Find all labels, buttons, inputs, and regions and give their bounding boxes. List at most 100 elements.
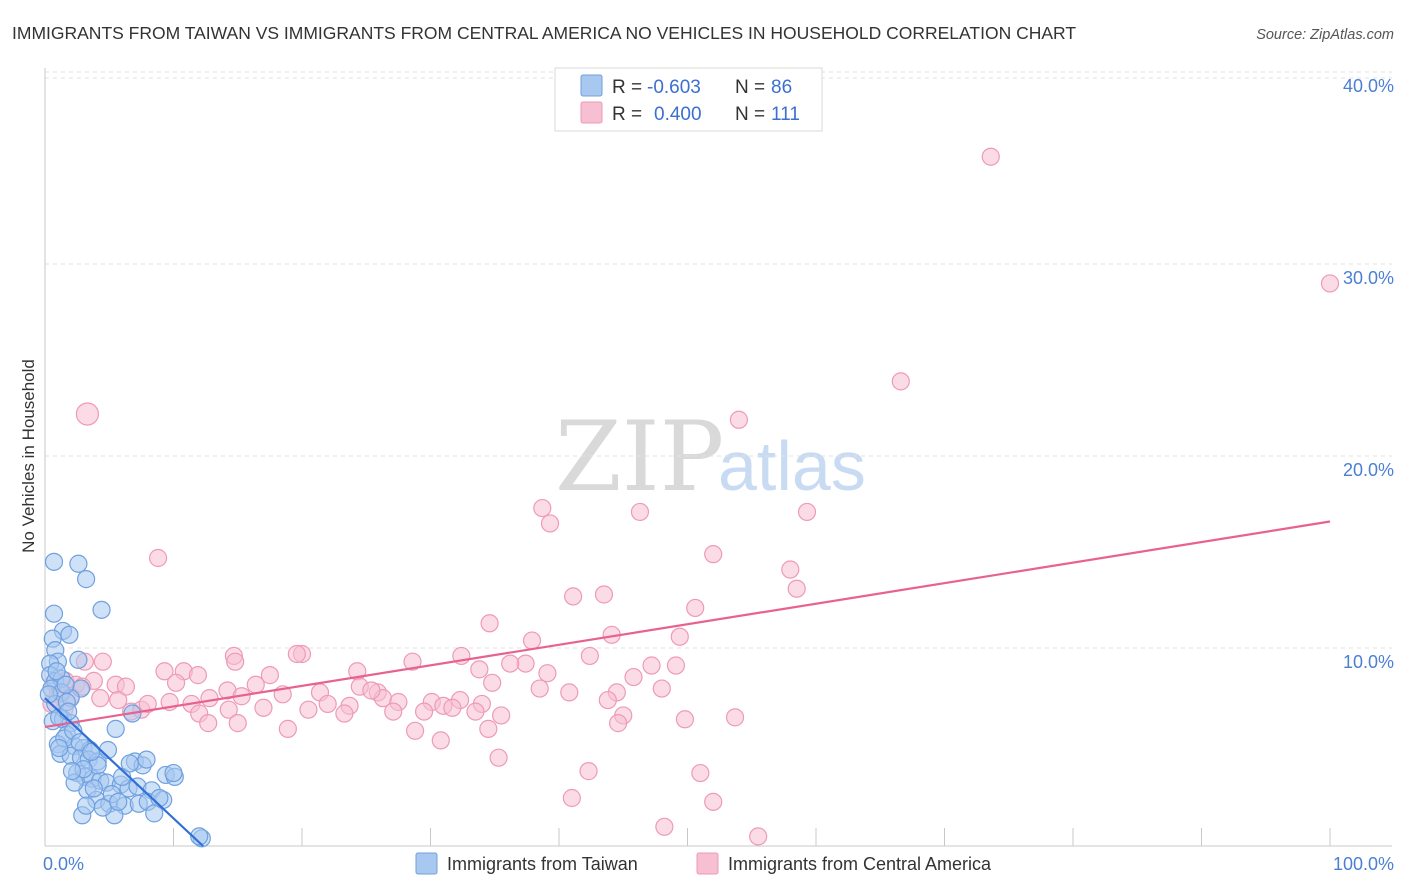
point-taiwan <box>77 570 96 589</box>
legend-r-value-central-america: 0.400 <box>654 104 702 125</box>
point-taiwan <box>120 754 139 773</box>
point-central-america <box>530 679 549 698</box>
series-taiwan <box>39 552 211 848</box>
bottom-legend-swatch-taiwan <box>415 852 438 875</box>
point-taiwan <box>69 650 88 669</box>
point-central-america <box>93 652 112 671</box>
y-tick-labels: 10.0% 20.0% 30.0% 40.0% <box>1343 76 1394 672</box>
x-tick-label-min: 0.0% <box>43 854 84 874</box>
point-taiwan <box>50 738 69 758</box>
point-central-america <box>704 545 723 564</box>
point-central-america <box>109 690 128 710</box>
y-tick-label: 20.0% <box>1343 460 1394 480</box>
trendline-taiwan <box>44 697 204 847</box>
point-taiwan <box>60 625 79 644</box>
point-central-america <box>781 560 800 579</box>
point-central-america <box>652 679 671 698</box>
point-central-america <box>246 675 265 694</box>
y-tick-label: 30.0% <box>1343 268 1394 288</box>
point-central-america <box>492 706 511 725</box>
bottom-legend-label-central-america: Immigrants from Central America <box>728 854 992 874</box>
trendline-central-america <box>44 520 1331 729</box>
legend-n-value-taiwan: 86 <box>771 77 792 98</box>
point-central-america <box>384 702 403 721</box>
point-central-america <box>188 666 208 685</box>
chart-source: Source: ZipAtlas.com <box>1256 27 1394 43</box>
point-central-america <box>1320 274 1340 293</box>
point-central-america <box>598 690 617 710</box>
point-taiwan <box>44 552 64 571</box>
point-central-america <box>579 762 598 781</box>
point-central-america <box>200 689 219 708</box>
point-central-america <box>522 631 542 650</box>
point-central-america <box>199 714 218 733</box>
point-central-america <box>228 714 247 733</box>
point-taiwan <box>62 762 82 781</box>
point-central-america <box>254 698 273 717</box>
point-central-america <box>691 763 710 783</box>
point-central-america <box>655 817 674 836</box>
x-tick-labels: 0.0% 100.0% <box>43 854 1394 874</box>
axes <box>44 68 1392 847</box>
point-central-america <box>299 700 318 719</box>
point-central-america <box>704 792 723 811</box>
point-taiwan <box>69 554 88 573</box>
point-central-america <box>666 656 686 675</box>
point-central-america <box>686 598 705 618</box>
point-central-america <box>630 502 650 522</box>
point-central-america <box>483 673 502 692</box>
watermark-zip: ZIP <box>555 401 724 513</box>
point-central-america <box>470 660 489 679</box>
point-central-america <box>155 662 174 681</box>
legend-r-label-taiwan: R = <box>612 77 642 98</box>
point-central-america <box>148 548 168 568</box>
point-central-america <box>609 714 628 733</box>
legend-n-label-central-america: N = <box>735 104 765 125</box>
point-central-america <box>891 372 910 391</box>
point-central-america <box>166 673 186 692</box>
legend-swatch-taiwan <box>580 74 603 97</box>
point-central-america <box>594 585 614 604</box>
point-taiwan <box>106 719 125 738</box>
y-tick-label: 40.0% <box>1343 76 1394 96</box>
point-central-america <box>797 502 817 522</box>
point-taiwan <box>93 798 112 817</box>
y-axis-label: No Vehicles in Household <box>19 359 38 553</box>
point-central-america <box>729 410 749 429</box>
legend-n-value-central-america: 111 <box>771 104 800 125</box>
point-central-america <box>403 652 422 671</box>
point-central-america <box>405 721 425 740</box>
point-taiwan <box>47 662 66 681</box>
point-central-america <box>91 689 110 708</box>
point-central-america <box>116 677 136 696</box>
y-tick-label: 10.0% <box>1343 652 1394 672</box>
bottom-legend-label-taiwan: Immigrants from Taiwan <box>447 854 638 874</box>
point-central-america <box>75 402 100 426</box>
point-central-america <box>335 704 354 723</box>
point-central-america <box>278 719 297 738</box>
point-central-america <box>540 514 560 533</box>
point-taiwan <box>137 750 156 769</box>
series-legend: Immigrants from Taiwan Immigrants from C… <box>415 852 992 875</box>
point-central-america <box>675 710 695 729</box>
point-central-america <box>516 654 535 673</box>
point-central-america <box>725 708 745 727</box>
point-central-america <box>624 667 643 687</box>
point-central-america <box>642 656 661 675</box>
point-taiwan <box>59 702 78 721</box>
point-central-america <box>580 646 599 666</box>
point-taiwan <box>109 792 128 811</box>
point-central-america <box>749 827 768 846</box>
point-central-america <box>219 700 238 719</box>
point-central-america <box>362 681 381 700</box>
point-central-america <box>562 788 581 808</box>
stats-legend: R = -0.603 N = 86 R = 0.400 N = 111 <box>554 67 823 132</box>
point-central-america <box>431 731 450 750</box>
gridlines <box>45 71 1392 649</box>
x-tick-label-max: 100.0% <box>1333 854 1394 874</box>
chart-title: IMMIGRANTS FROM TAIWAN VS IMMIGRANTS FRO… <box>12 23 1076 43</box>
point-central-america <box>443 698 462 717</box>
point-central-america <box>981 147 1000 166</box>
point-central-america <box>260 666 279 685</box>
trend-lines <box>44 520 1331 847</box>
